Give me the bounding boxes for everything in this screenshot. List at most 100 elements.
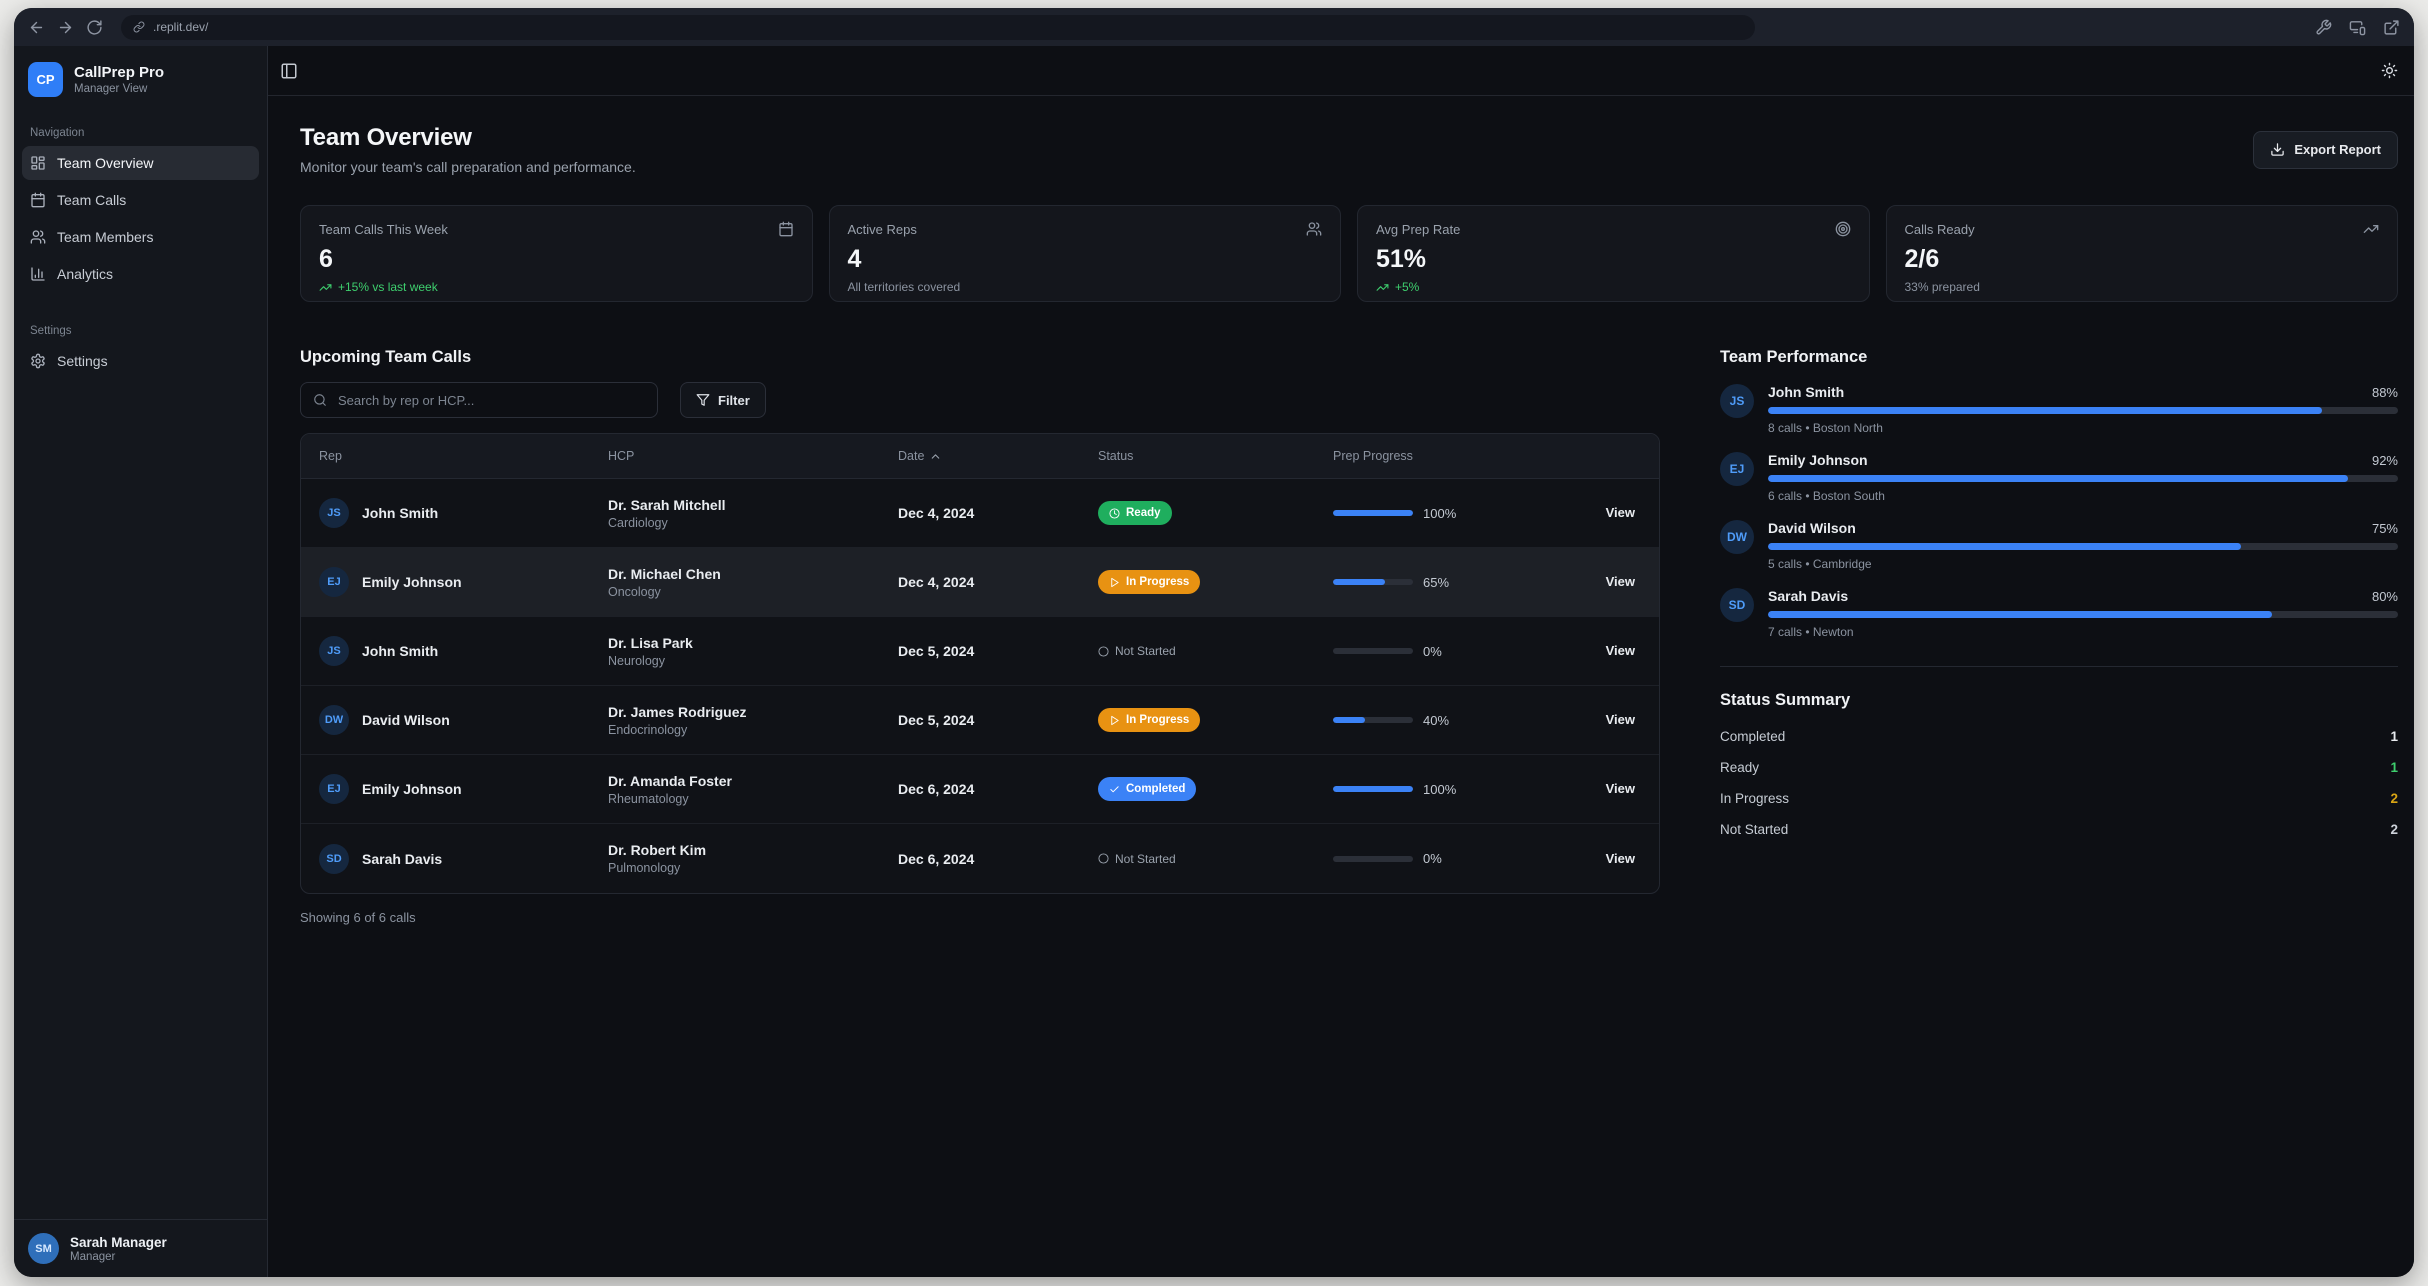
column-header-date[interactable]: Date — [898, 449, 1098, 463]
url-text: .replit.dev/ — [153, 20, 209, 34]
rep-avatar: SD — [319, 843, 349, 874]
progress-label: 40% — [1423, 712, 1450, 728]
app-title: CallPrep Pro — [74, 64, 165, 81]
member-avatar: DW — [1720, 520, 1754, 554]
member-avatar: JS — [1720, 384, 1754, 418]
devices-icon[interactable] — [2349, 19, 2366, 36]
table-row[interactable]: EJ Emily Johnson Dr. Amanda Foster Rheumat… — [301, 755, 1659, 824]
progress-bar — [1333, 717, 1413, 723]
trending-up-icon — [2363, 221, 2379, 237]
sidebar-nav: Navigation Team Overview Team Calls Team… — [14, 109, 267, 387]
member-avatar: SD — [1720, 588, 1754, 622]
table-footer-count: Showing 6 of 6 calls — [300, 910, 416, 925]
rep-avatar: DW — [319, 705, 349, 735]
sidebar-item-analytics[interactable]: Analytics — [22, 257, 259, 291]
page-title: Team Overview — [300, 124, 472, 151]
user-avatar: SM — [28, 1233, 59, 1264]
table-header: Rep HCP Date Status Prep Progress — [301, 434, 1659, 479]
url-bar[interactable]: .replit.dev/ — [121, 14, 1755, 40]
view-button[interactable]: View — [1600, 573, 1641, 590]
sidebar-item-label: Team Calls — [57, 192, 127, 208]
filter-button[interactable]: Filter — [680, 382, 766, 418]
status-badge: In Progress — [1098, 708, 1201, 732]
progress-label: 100% — [1423, 781, 1457, 797]
devtools-wrench-icon[interactable] — [2315, 19, 2332, 36]
clock-icon — [1109, 507, 1120, 519]
sidebar-item-label: Settings — [57, 353, 108, 369]
rep-avatar: EJ — [319, 567, 349, 597]
column-header-prep-progress[interactable]: Prep Progress — [1333, 449, 1413, 463]
users-icon — [1306, 221, 1322, 237]
view-button[interactable]: View — [1600, 711, 1641, 728]
performance-row: JS John Smith 88% 8 calls • Boston North — [1720, 384, 2398, 435]
table-row[interactable]: DW David Wilson Dr. James Rodriguez Endocr… — [301, 686, 1659, 755]
user-profile[interactable]: SM Sarah Manager Manager — [14, 1219, 267, 1277]
progress-label: 65% — [1423, 574, 1450, 590]
stats-row: Team Calls This Week 6 +15% vs last week — [300, 205, 2398, 302]
sidebar-item-team-overview[interactable]: Team Overview — [22, 146, 259, 180]
calendar-icon — [30, 192, 46, 208]
topbar — [268, 46, 2414, 96]
view-button[interactable]: View — [1600, 504, 1641, 521]
stat-card-active-reps: Active Reps 4 All territories covered — [828, 205, 1341, 302]
progress-bar — [1333, 648, 1413, 654]
sidebar-item-team-calls[interactable]: Team Calls — [22, 183, 259, 217]
stat-label: Team Calls This Week — [319, 221, 448, 237]
calls-table: Rep HCP Date Status Prep Progress — [300, 433, 1660, 894]
page-content: Team Overview Monitor your team's call p… — [268, 96, 2414, 1277]
calendar-icon — [778, 221, 794, 237]
column-header-rep[interactable]: Rep — [319, 449, 342, 463]
table-row[interactable]: SD Sarah Davis Dr. Robert Kim Pulmonology … — [301, 824, 1659, 893]
performance-bar — [1768, 407, 2398, 414]
view-button[interactable]: View — [1600, 850, 1641, 867]
table-row[interactable]: JS John Smith Dr. Lisa Park Neurology Dec … — [301, 617, 1659, 686]
stat-subtext: 33% prepared — [1904, 280, 1980, 294]
page-header: Team Overview Monitor your team's call p… — [300, 124, 2398, 175]
reload-icon[interactable] — [86, 19, 103, 36]
stat-card-avg-prep-rate: Avg Prep Rate 51% +5% — [1357, 205, 1870, 302]
performance-row: EJ Emily Johnson 92% 6 calls • Boston Sou… — [1720, 452, 2398, 503]
nav-section-label: Navigation — [30, 127, 85, 139]
app-logo-block: CP CallPrep Pro Manager View — [14, 46, 267, 109]
play-icon — [1109, 577, 1120, 588]
sidebar-item-team-members[interactable]: Team Members — [22, 220, 259, 254]
sidebar-toggle-icon[interactable] — [280, 62, 298, 80]
table-row[interactable]: JS John Smith Dr. Sarah Mitchell Cardiolog… — [301, 479, 1659, 548]
progress-label: 0% — [1423, 643, 1442, 659]
view-button[interactable]: View — [1600, 780, 1641, 797]
sidebar-item-label: Team Overview — [57, 155, 154, 171]
search-input[interactable] — [336, 391, 645, 409]
status-summary-row: In Progress 2 — [1720, 791, 2398, 806]
stat-card-calls-ready: Calls Ready 2/6 33% prepared — [1885, 205, 2398, 302]
stat-value: 2/6 — [1904, 245, 1940, 273]
chrome-toolbar — [2315, 19, 2400, 36]
dashboard-icon — [30, 155, 46, 171]
forward-icon[interactable] — [57, 19, 74, 36]
stat-value: 6 — [319, 245, 333, 273]
stat-label: Avg Prep Rate — [1376, 221, 1461, 237]
table-row[interactable]: EJ Emily Johnson Dr. Michael Chen Oncology… — [301, 548, 1659, 617]
theme-toggle-sun-icon[interactable] — [2381, 62, 2398, 79]
right-panel: Team Performance JS John Smith 88% 8 call… — [1720, 348, 2398, 925]
sidebar-item-settings[interactable]: Settings — [22, 344, 259, 378]
check-icon — [1109, 784, 1120, 795]
status-badge: In Progress — [1098, 570, 1201, 594]
export-report-button[interactable]: Export Report — [2253, 130, 2398, 169]
link-icon — [133, 21, 145, 33]
stat-card-team-calls: Team Calls This Week 6 +15% vs last week — [300, 205, 813, 302]
stat-value: 4 — [847, 245, 862, 273]
member-avatar: EJ — [1720, 452, 1754, 486]
status-badge: Not Started — [1098, 639, 1176, 663]
gear-icon — [30, 353, 46, 369]
browser-window: .replit.dev/ CP CallPrep Pro Manager Vie… — [14, 8, 2414, 1277]
table-controls: Filter — [300, 382, 1660, 418]
filter-funnel-icon — [696, 393, 710, 407]
view-button[interactable]: View — [1600, 642, 1641, 659]
column-header-hcp[interactable]: HCP — [608, 449, 635, 463]
back-icon[interactable] — [28, 19, 45, 36]
column-header-status[interactable]: Status — [1098, 449, 1134, 463]
open-external-icon[interactable] — [2383, 19, 2400, 36]
stat-label: Active Reps — [847, 221, 917, 237]
main-area: Team Overview Monitor your team's call p… — [268, 46, 2414, 1277]
